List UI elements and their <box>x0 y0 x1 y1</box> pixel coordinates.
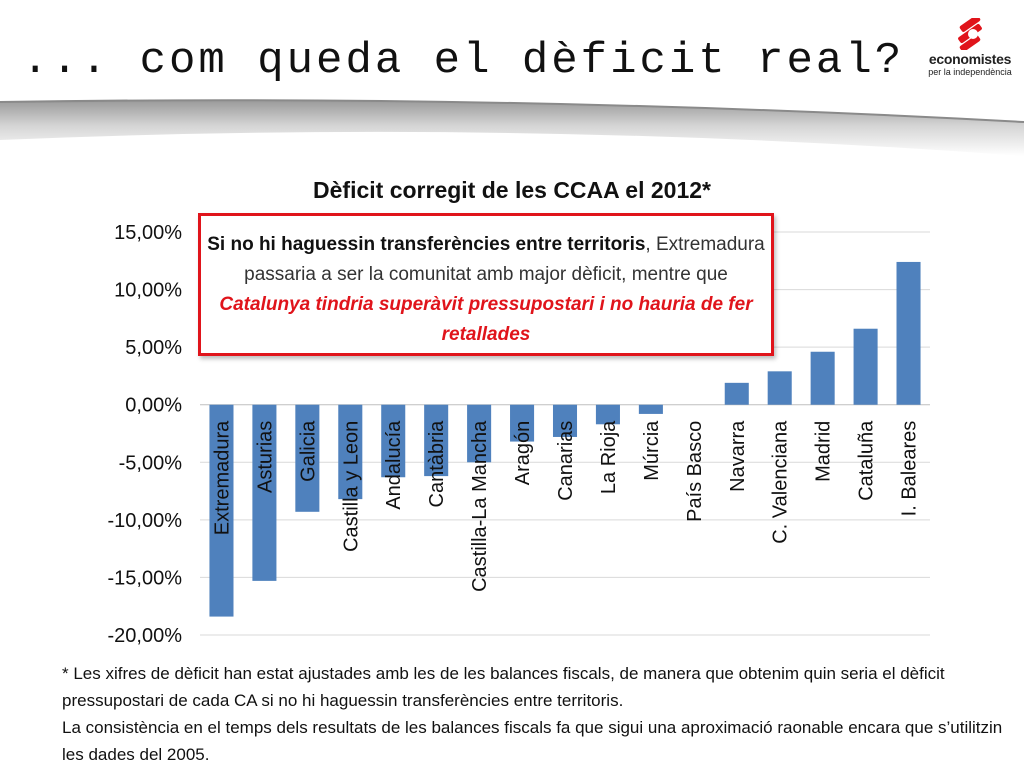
category-labels: Extremadura Asturias Galicia Castilla y Leo… <box>211 420 920 592</box>
bars <box>209 261 921 617</box>
y-tick-label: 10,00% <box>114 280 182 302</box>
header-swoosh <box>0 99 1024 156</box>
bar-navarra <box>724 382 749 405</box>
bar-asturias <box>252 404 277 581</box>
category-label: La Rioja <box>598 420 620 494</box>
logo-mark-icon <box>958 18 982 50</box>
bar-madrid <box>810 351 835 405</box>
y-tick-label: 5,00% <box>125 337 182 359</box>
annotation-highlight: Catalunya tindria superàvit pressupostar… <box>219 294 753 345</box>
category-label: Castilla y Leon <box>340 421 362 552</box>
bar-arag-n <box>510 404 535 442</box>
category-label: I. Baleares <box>899 421 921 517</box>
annotation-lead: Si no hi haguessin transferències entre … <box>207 234 646 255</box>
footnote: * Les xifres de dèficit han estat ajusta… <box>62 660 1012 768</box>
bar-la-rioja <box>595 404 620 425</box>
footnote-line-2: La consistència en el temps dels resulta… <box>62 718 1003 764</box>
bar-c-valenciana <box>767 371 792 405</box>
category-label: C. Valenciana <box>770 420 792 544</box>
category-label: Madrid <box>813 421 835 482</box>
bar-catalu-a <box>853 328 878 405</box>
footnote-line-1: * Les xifres de dèficit han estat ajusta… <box>62 664 945 710</box>
bar-canarias <box>552 404 578 437</box>
y-tick-label: 15,00% <box>114 222 182 244</box>
bar-i-baleares <box>896 261 921 405</box>
category-label: Galicia <box>297 420 319 482</box>
y-tick-label: -20,00% <box>108 625 183 647</box>
deficit-bar-chart: Dèficit corregit de les CCAA el 2012* 15… <box>108 177 930 647</box>
category-label: Andalucía <box>383 420 405 510</box>
bar-extremadura <box>209 404 234 617</box>
category-label: Extremadura <box>211 420 233 535</box>
bar-castilla-la-mancha <box>467 404 492 463</box>
bar-castilla-y-leon <box>338 404 363 500</box>
bar-andaluc-a <box>381 404 406 478</box>
category-label: Navarra <box>727 420 749 492</box>
y-axis-ticks: 15,00% 10,00% 5,00% 0,00% -5,00% -10,00% -15,0… <box>108 222 183 647</box>
category-label: País Basco <box>684 421 706 522</box>
bar-m-rcia <box>638 404 663 414</box>
economistes-logo: economistes per la independència <box>920 18 1020 84</box>
y-tick-label: -10,00% <box>108 510 183 532</box>
annotation-middle: , Extremadura passaria a ser la comunita… <box>244 234 765 285</box>
logo-name: economistes <box>928 51 1012 67</box>
chart-title: Dèficit corregit de les CCAA el 2012* <box>313 177 711 203</box>
annotation-callout: Si no hi haguessin transferències entre … <box>198 213 774 356</box>
y-tick-label: 0,00% <box>125 395 182 417</box>
category-label: Cataluña <box>856 420 878 501</box>
y-tick-label: -15,00% <box>108 567 183 589</box>
category-label: Canarias <box>555 421 577 501</box>
category-label: Cantàbria <box>426 420 448 508</box>
slide-title: ... com queda el dèficit real? <box>22 36 905 86</box>
category-label: Aragón <box>512 421 534 486</box>
bar-cant-bria <box>424 404 449 477</box>
category-label: Asturias <box>254 421 276 493</box>
y-tick-label: -5,00% <box>119 452 183 474</box>
category-label: Múrcia <box>641 420 663 481</box>
bar-galicia <box>295 404 320 512</box>
category-label: Castilla-La Mancha <box>469 420 491 592</box>
logo-tagline: per la independència <box>928 67 1012 77</box>
